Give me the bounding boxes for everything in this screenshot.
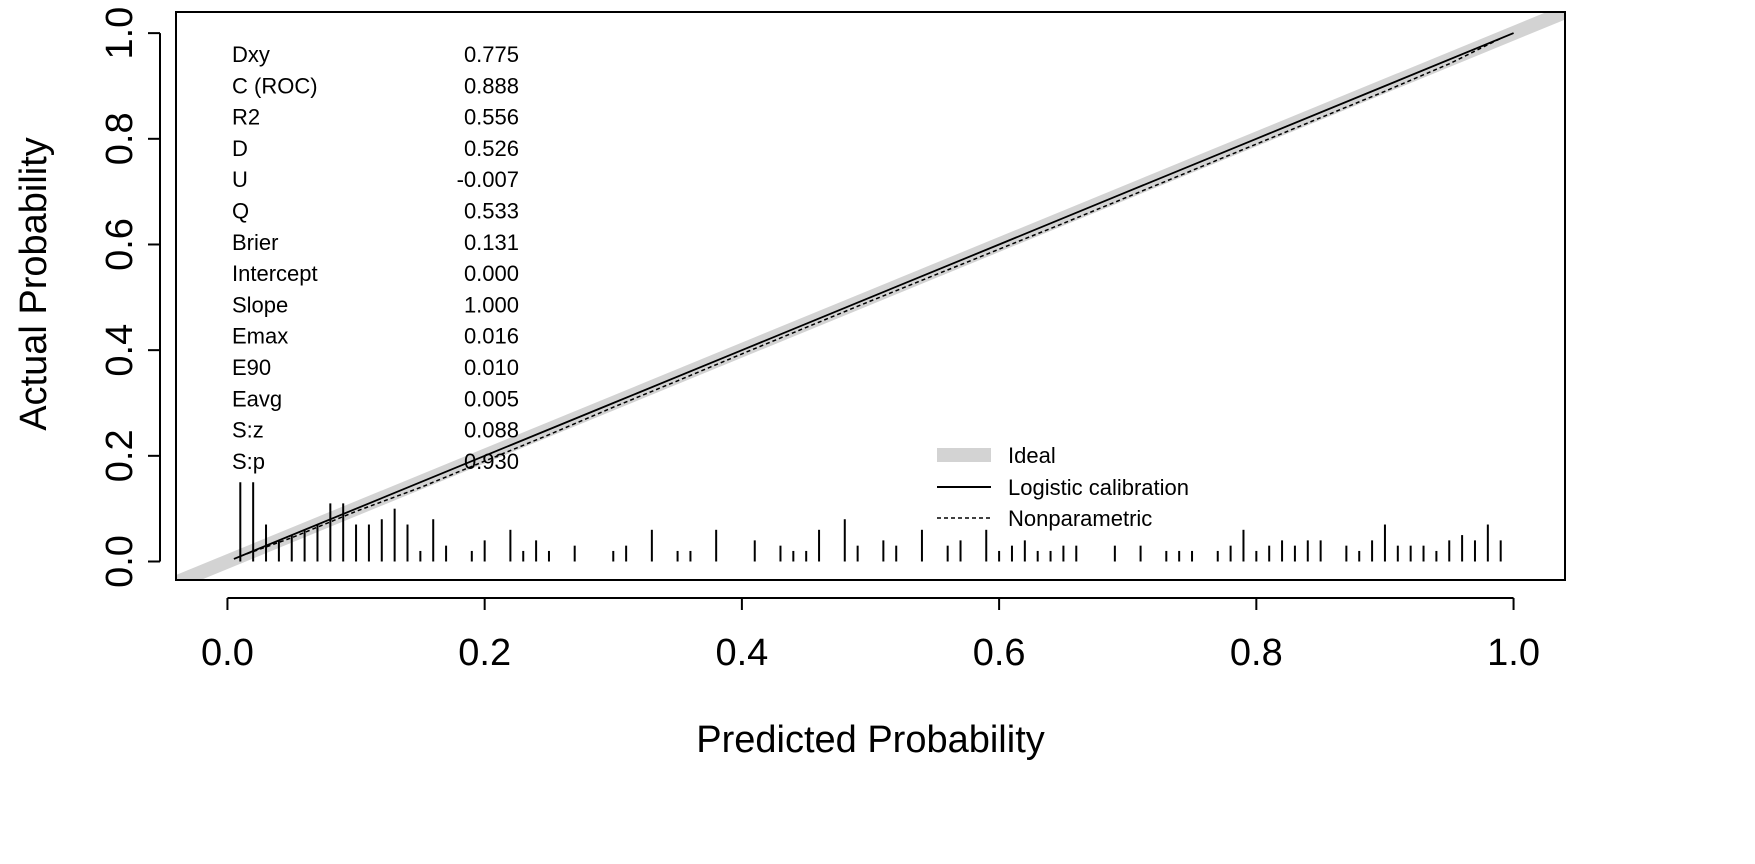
x-tick-label: 0.8: [1230, 632, 1283, 674]
stat-label: D: [232, 136, 248, 161]
stat-value: 0.000: [464, 261, 519, 286]
stat-label: Eavg: [232, 386, 282, 411]
stat-value: 0.005: [464, 386, 519, 411]
stat-value: 1.000: [464, 292, 519, 317]
stat-value: 0.526: [464, 136, 519, 161]
stat-value: 0.775: [464, 42, 519, 67]
stat-label: Emax: [232, 324, 288, 349]
stat-label: Q: [232, 199, 249, 224]
rug-group: [239, 482, 1502, 562]
stat-label: R2: [232, 105, 260, 130]
series-logistic-line: [233, 32, 1514, 560]
y-tick-label: 0.6: [99, 218, 141, 271]
stat-label: C (ROC): [232, 73, 318, 98]
stat-value: 0.888: [464, 73, 519, 98]
x-axis-title: Predicted Probability: [696, 719, 1045, 761]
x-tick-label: 0.4: [715, 632, 768, 674]
axes-group: 0.0 0.2 0.4 0.6 0.8 1.0 0.0 0.2 0.4 0.6 0.8 1.0: [99, 7, 1540, 674]
plot-frame: [175, 11, 1566, 581]
x-tick-label: 0.2: [458, 632, 511, 674]
legend-label: Logistic calibration: [1008, 475, 1189, 500]
stat-label: Dxy: [232, 42, 270, 67]
stat-value: 0.131: [464, 230, 519, 255]
stat-label: Intercept: [232, 261, 318, 286]
stat-label: U: [232, 167, 248, 192]
stat-label: Slope: [232, 292, 288, 317]
y-tick-label: 1.0: [99, 7, 141, 60]
series-nonparametric-line: [240, 37, 1502, 557]
x-tick-label: 0.6: [973, 632, 1026, 674]
y-tick-label: 0.2: [99, 429, 141, 482]
legend-label: Ideal: [1008, 443, 1056, 468]
legend: Ideal Logistic calibration Nonparametric: [937, 443, 1189, 531]
stat-value: 0.556: [464, 105, 519, 130]
y-axis-title: Actual Probability: [13, 137, 55, 431]
stat-label: S:z: [232, 418, 264, 443]
stat-value: 0.533: [464, 199, 519, 224]
x-tick-label: 1.0: [1487, 632, 1540, 674]
calibration-lines-group: [233, 32, 1514, 560]
x-tick-label: 0.0: [201, 632, 254, 674]
stat-label: Brier: [232, 230, 278, 255]
stat-label: E90: [232, 355, 271, 380]
y-tick-label: 0.0: [99, 535, 141, 588]
stat-value: 0.010: [464, 355, 519, 380]
stat-value: -0.007: [457, 167, 519, 192]
stat-value: 0.088: [464, 418, 519, 443]
y-tick-label: 0.4: [99, 324, 141, 377]
y-tick-label: 0.8: [99, 112, 141, 165]
stats-table: Dxy 0.775 C (ROC) 0.888 R2 0.556 D 0.526 U -0.007…: [232, 42, 519, 474]
stat-label: S:p: [232, 449, 265, 474]
stat-value: 0.930: [464, 449, 519, 474]
stat-value: 0.016: [464, 324, 519, 349]
legend-label: Nonparametric: [1008, 506, 1152, 531]
